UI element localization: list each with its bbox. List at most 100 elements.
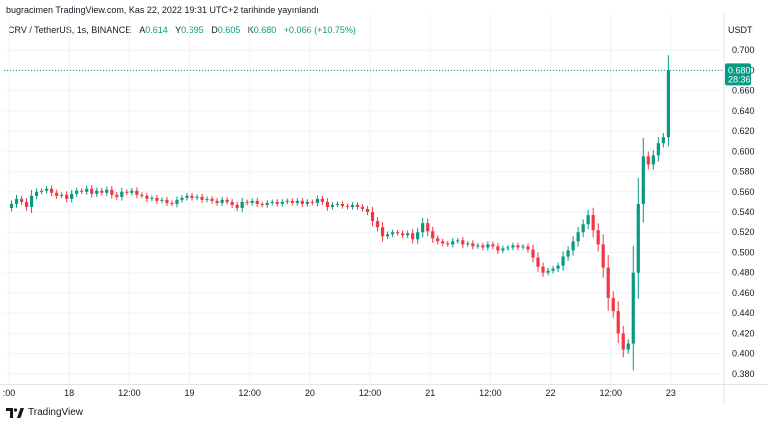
candles-layer xyxy=(4,55,724,371)
candle-body xyxy=(310,201,314,203)
price-axis[interactable]: 0.7000.6800.6600.6400.6200.6000.5800.560… xyxy=(732,45,755,379)
candle-body xyxy=(576,232,580,242)
candle-body xyxy=(586,215,590,225)
candle-body xyxy=(45,188,49,191)
price-tick-label: 0.520 xyxy=(732,227,755,237)
candle-body xyxy=(661,137,665,144)
candle-body xyxy=(486,244,490,248)
candle-body xyxy=(626,343,630,350)
time-axis[interactable]: :00 18 12:00 19 12:00 20 12:00 21 12:00 22 12:00 23 xyxy=(3,388,676,398)
candle-body xyxy=(130,190,134,193)
candle-body xyxy=(80,190,84,192)
price-tick-label: 0.560 xyxy=(732,187,755,197)
candle-body xyxy=(571,241,575,251)
price-tick-label: 0.460 xyxy=(732,288,755,298)
candle-body xyxy=(250,200,254,203)
candle-body xyxy=(155,197,159,201)
time-tick-label: 19 xyxy=(185,388,195,398)
price-tick-label: 0.480 xyxy=(732,268,755,278)
candle-body xyxy=(340,203,345,206)
candle-body xyxy=(621,333,625,350)
candle-body xyxy=(85,188,89,192)
candle-body xyxy=(521,246,525,248)
candle-body xyxy=(656,143,660,156)
candle-body xyxy=(265,202,269,205)
candle-body xyxy=(646,156,650,165)
high-value: 0.695 xyxy=(181,25,204,35)
candle-body xyxy=(365,208,370,213)
candle-body xyxy=(165,199,169,203)
candle-body xyxy=(160,199,164,201)
candle-body xyxy=(375,221,380,228)
candle-body xyxy=(666,70,670,138)
candle-body xyxy=(70,193,74,199)
candle-body xyxy=(205,198,209,200)
candle-body xyxy=(75,190,79,194)
candle-body xyxy=(210,198,214,201)
candle-body xyxy=(115,194,119,197)
candle-body xyxy=(611,298,615,312)
candle-body xyxy=(531,249,535,258)
price-tick-label: 0.580 xyxy=(732,167,755,177)
open-value: 0.614 xyxy=(145,25,168,35)
candle-body xyxy=(285,200,289,202)
candle-body xyxy=(350,204,355,207)
last-price-tag: 0.680 28:36 xyxy=(725,63,751,86)
close-value: 0.680 xyxy=(253,25,277,35)
candle-body xyxy=(100,190,104,193)
candle-body xyxy=(431,231,435,239)
candle-body xyxy=(34,191,39,196)
candle-body xyxy=(526,246,530,250)
candle-body xyxy=(140,194,144,196)
time-tick-label: 12:00 xyxy=(599,388,622,398)
time-tick-label: 18 xyxy=(64,388,74,398)
candle-body xyxy=(145,195,149,199)
time-tick-label: 23 xyxy=(666,388,676,398)
candle-body xyxy=(260,203,264,205)
price-tick-label: 0.420 xyxy=(732,328,755,338)
candle-body xyxy=(426,223,430,232)
candle-body xyxy=(39,190,44,192)
candle-body xyxy=(200,196,204,200)
candle-body xyxy=(29,195,34,207)
candle-body xyxy=(290,200,294,203)
candle-body xyxy=(9,203,14,208)
chart-grid xyxy=(0,14,768,404)
candle-body xyxy=(135,190,139,195)
price-tick-label: 0.620 xyxy=(732,126,755,136)
price-tick-label: 0.440 xyxy=(732,308,755,318)
candle-body xyxy=(330,204,335,207)
candle-body xyxy=(280,201,284,204)
footer-brand[interactable]: TradingView xyxy=(6,407,83,418)
time-tick-label: 21 xyxy=(425,388,435,398)
candle-body xyxy=(601,244,605,268)
tradingview-logo-icon xyxy=(6,407,24,418)
candle-body xyxy=(95,190,99,194)
candle-body xyxy=(185,195,189,198)
candle-body xyxy=(320,198,324,202)
candle-body xyxy=(481,245,485,248)
price-tick-label: 0.640 xyxy=(732,106,755,116)
candle-body xyxy=(651,155,655,165)
candle-body xyxy=(496,246,500,251)
candle-body xyxy=(461,240,465,245)
close-label: K xyxy=(247,25,254,35)
candle-body xyxy=(270,201,274,203)
candle-body xyxy=(240,201,244,208)
candle-body xyxy=(215,200,219,203)
candle-body xyxy=(546,270,550,273)
candle-body xyxy=(50,188,54,193)
time-tick-label: 12:00 xyxy=(238,388,261,398)
candle-body xyxy=(556,265,560,269)
candle-body xyxy=(541,266,545,273)
low-label: D xyxy=(211,25,218,35)
candle-body xyxy=(120,191,124,197)
candle-body xyxy=(225,199,229,202)
candle-body xyxy=(275,201,279,204)
last-price-tag-bg xyxy=(725,63,751,86)
candle-body xyxy=(551,268,555,271)
candle-body xyxy=(325,201,330,207)
candle-body xyxy=(456,240,460,242)
candle-body xyxy=(501,248,505,251)
